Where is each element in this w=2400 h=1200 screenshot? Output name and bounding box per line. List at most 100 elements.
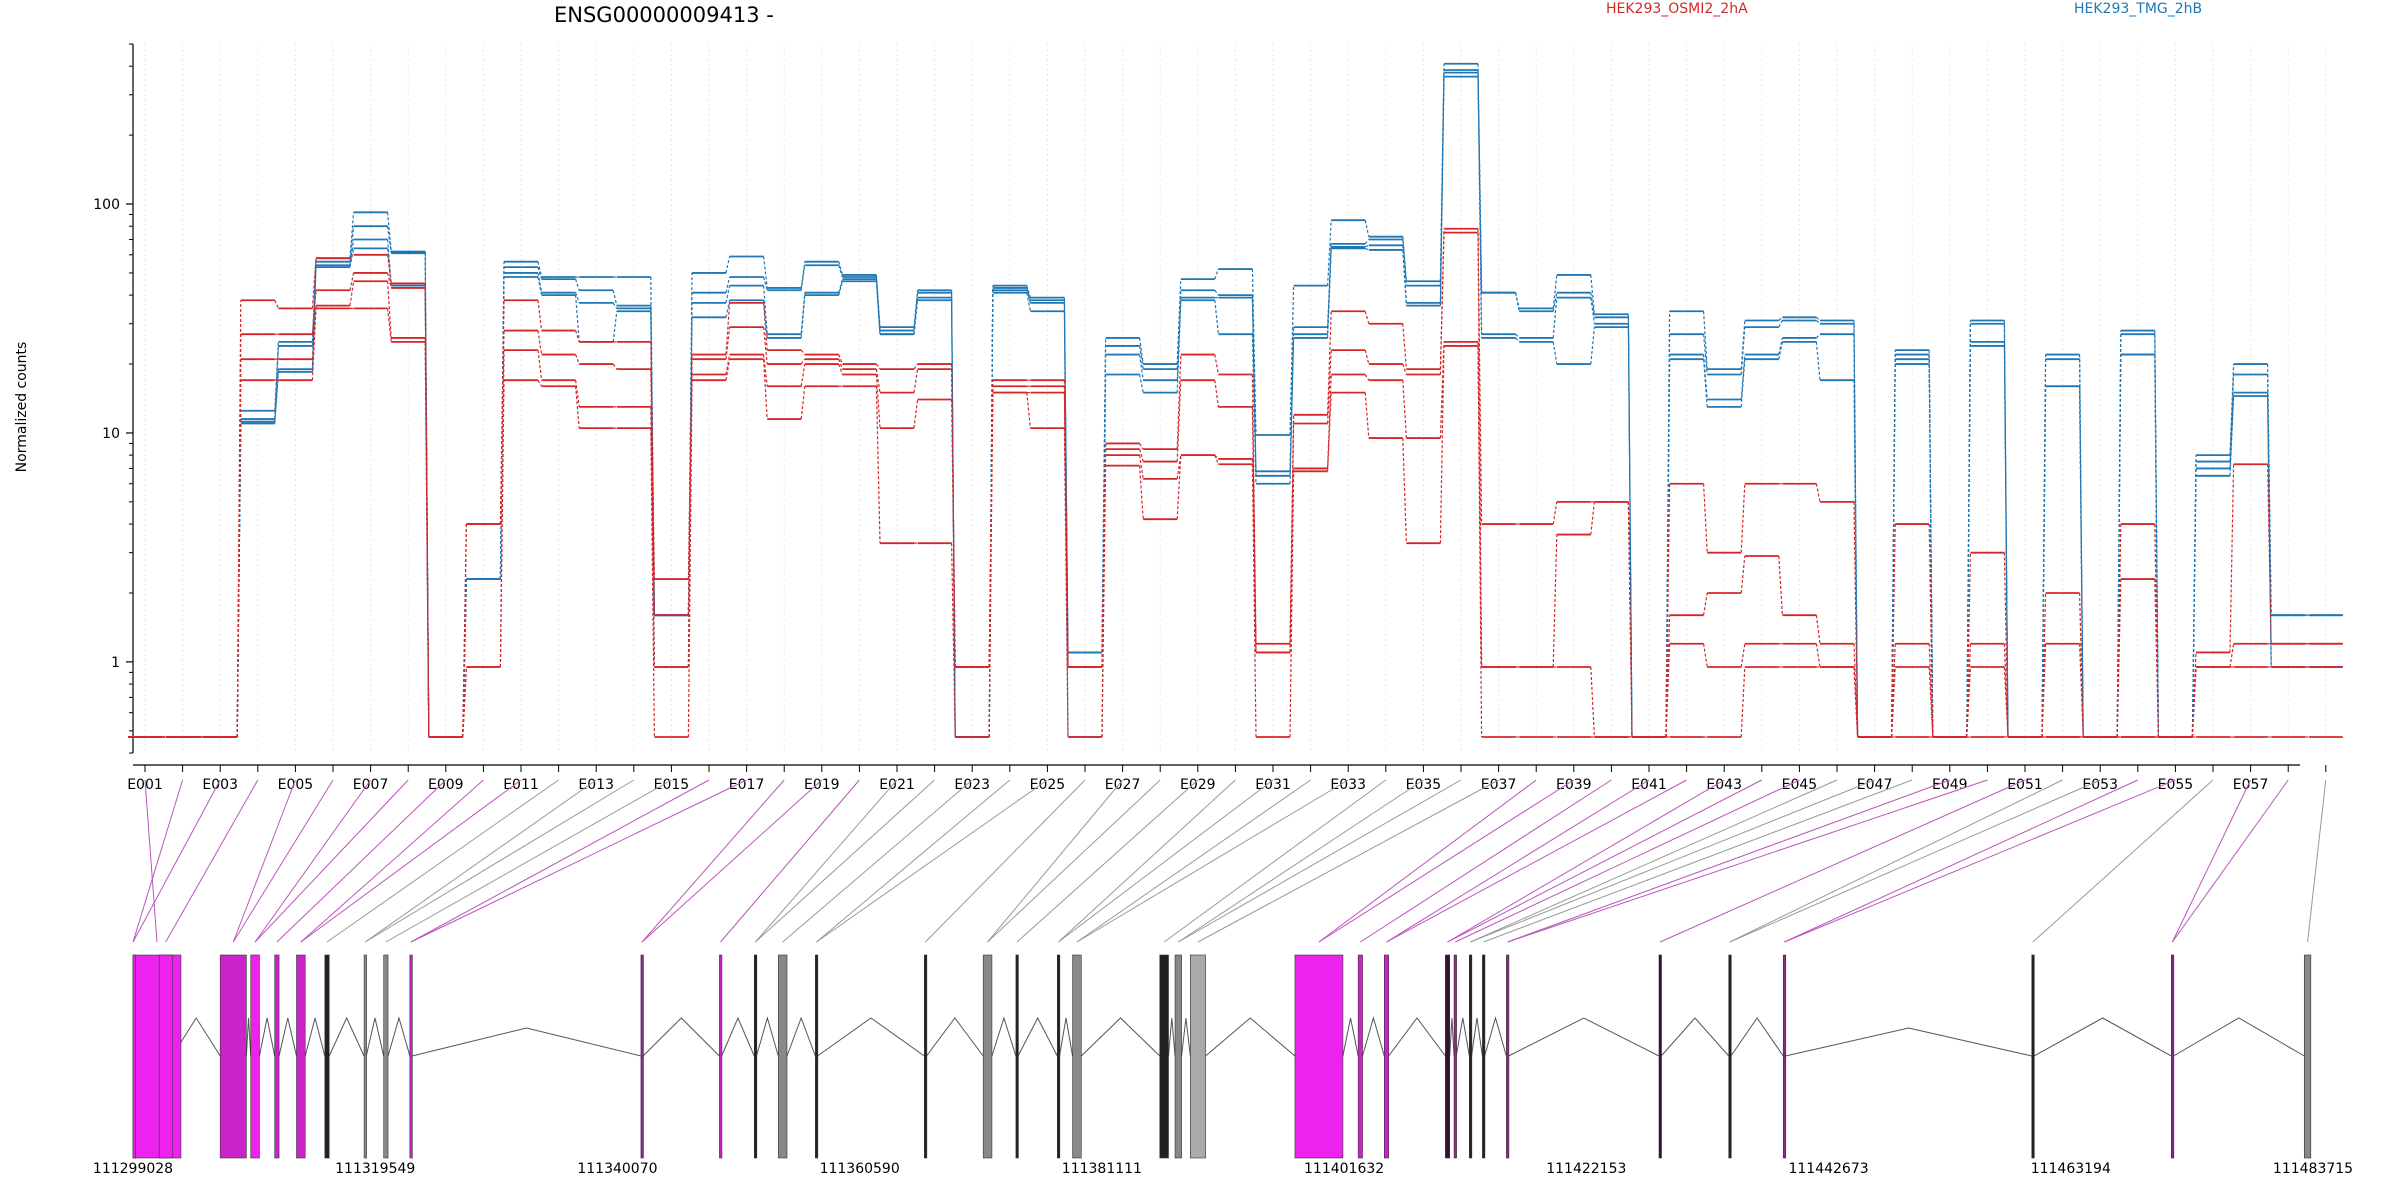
exon-connector-line xyxy=(364,779,597,943)
grid-lines xyxy=(144,44,2327,753)
count-connector xyxy=(687,380,693,737)
exon-connector-line xyxy=(254,779,372,943)
count-connector xyxy=(1101,465,1107,737)
intron-line xyxy=(1017,1016,1058,1057)
count-connector xyxy=(800,265,806,291)
x-tick-label: E017 xyxy=(729,777,765,793)
intron-line xyxy=(1168,1017,1176,1057)
count-connector xyxy=(1477,228,1483,525)
count-connector xyxy=(1740,483,1746,553)
intron-line xyxy=(926,1017,984,1057)
intron-line xyxy=(991,1016,1017,1057)
count-connector xyxy=(1402,438,1407,544)
count-connector xyxy=(1740,359,1746,407)
exon-connector-line xyxy=(925,779,1086,943)
exon-connector-line xyxy=(641,779,785,943)
genomic-tick-label: 111319549 xyxy=(335,1161,415,1177)
count-connector xyxy=(2116,579,2122,737)
exon-box xyxy=(777,954,788,1159)
intron-line xyxy=(721,1016,755,1057)
exon-box xyxy=(274,954,280,1159)
count-connector xyxy=(575,330,580,343)
count-connector xyxy=(838,265,843,278)
chart-title: ENSG00000009413 - xyxy=(554,3,774,27)
exon-connector-line xyxy=(1076,779,1349,943)
intron-line xyxy=(642,1017,720,1057)
count-connector xyxy=(499,330,505,525)
exon-connector-line xyxy=(326,779,559,943)
count-connector xyxy=(1515,333,1520,339)
genomic-tick-label: 111340070 xyxy=(577,1161,657,1177)
count-connector xyxy=(763,276,768,291)
count-connector xyxy=(800,349,806,355)
count-connector xyxy=(913,300,919,335)
count-connector xyxy=(913,290,919,328)
count-connector xyxy=(838,278,843,293)
exon-box xyxy=(324,954,330,1159)
count-connector xyxy=(1590,297,1595,324)
count-connector xyxy=(1966,666,1971,737)
x-tick-label: E025 xyxy=(1030,777,1066,793)
count-connector xyxy=(1778,555,1783,616)
count-connector xyxy=(725,359,731,381)
intron-line xyxy=(1484,1016,1507,1057)
count-connector xyxy=(1778,320,1783,328)
exon-connector-line xyxy=(385,779,672,943)
exon-box xyxy=(250,954,260,1159)
exon-box xyxy=(1506,954,1510,1159)
exon-connector-line xyxy=(300,779,484,943)
count-connector xyxy=(2003,552,2009,737)
count-connector xyxy=(1139,455,1144,479)
count-connector xyxy=(1439,345,1445,544)
intron-line xyxy=(1660,1017,1730,1057)
exon-box xyxy=(753,954,758,1159)
legend-tmg: HEK293_TMG_2hB xyxy=(2074,1,2202,17)
exon-connector-line xyxy=(144,779,158,943)
count-connector xyxy=(537,379,543,387)
count-connector xyxy=(387,281,392,338)
count-connector xyxy=(838,363,843,375)
count-connector xyxy=(650,369,655,616)
exon-connector-line xyxy=(232,779,296,943)
count-connector xyxy=(1364,311,1370,324)
genomic-tick-label: 111463194 xyxy=(2031,1161,2111,1177)
intron-line xyxy=(387,1016,411,1057)
count-connector xyxy=(2041,592,2047,737)
count-connector xyxy=(1364,239,1370,245)
count-connector xyxy=(2154,354,2159,737)
count-connector xyxy=(462,579,467,737)
count-connector xyxy=(2079,643,2084,737)
exon-connector-line xyxy=(1386,779,1687,943)
count-connector xyxy=(913,369,919,393)
exon-connector-line xyxy=(1016,779,1199,943)
count-connector xyxy=(950,297,956,737)
count-connector xyxy=(424,341,430,737)
count-connector xyxy=(2154,330,2159,737)
exon-connector-line xyxy=(1507,779,1988,943)
exon-connector-line xyxy=(1447,779,1725,943)
exon-box xyxy=(1453,954,1457,1159)
x-tick-label: E039 xyxy=(1556,777,1592,793)
count-connector xyxy=(612,290,618,306)
series-osmi2-7 xyxy=(128,307,2343,738)
exon-connector-line xyxy=(1318,779,1537,943)
genomic-tick-label: 111381111 xyxy=(1062,1161,1142,1177)
count-connector xyxy=(913,399,919,429)
x-tick-label: E049 xyxy=(1932,777,1968,793)
count-connector xyxy=(612,363,618,370)
count-connector xyxy=(499,380,505,668)
exon-box xyxy=(1728,954,1732,1159)
exon-connector-line xyxy=(755,779,935,943)
intron-line xyxy=(817,1017,925,1057)
exon-connector-line xyxy=(1178,779,1424,943)
count-connector xyxy=(2229,395,2235,476)
count-connector xyxy=(1552,297,1558,339)
count-connector xyxy=(1214,289,1219,296)
count-connector xyxy=(1703,359,1708,407)
count-connector xyxy=(1815,341,1821,381)
intron-line xyxy=(1471,1017,1483,1057)
x-tick-label: E043 xyxy=(1706,777,1742,793)
count-connector xyxy=(1740,327,1746,375)
count-connector xyxy=(537,276,543,296)
count-connector xyxy=(537,261,543,278)
